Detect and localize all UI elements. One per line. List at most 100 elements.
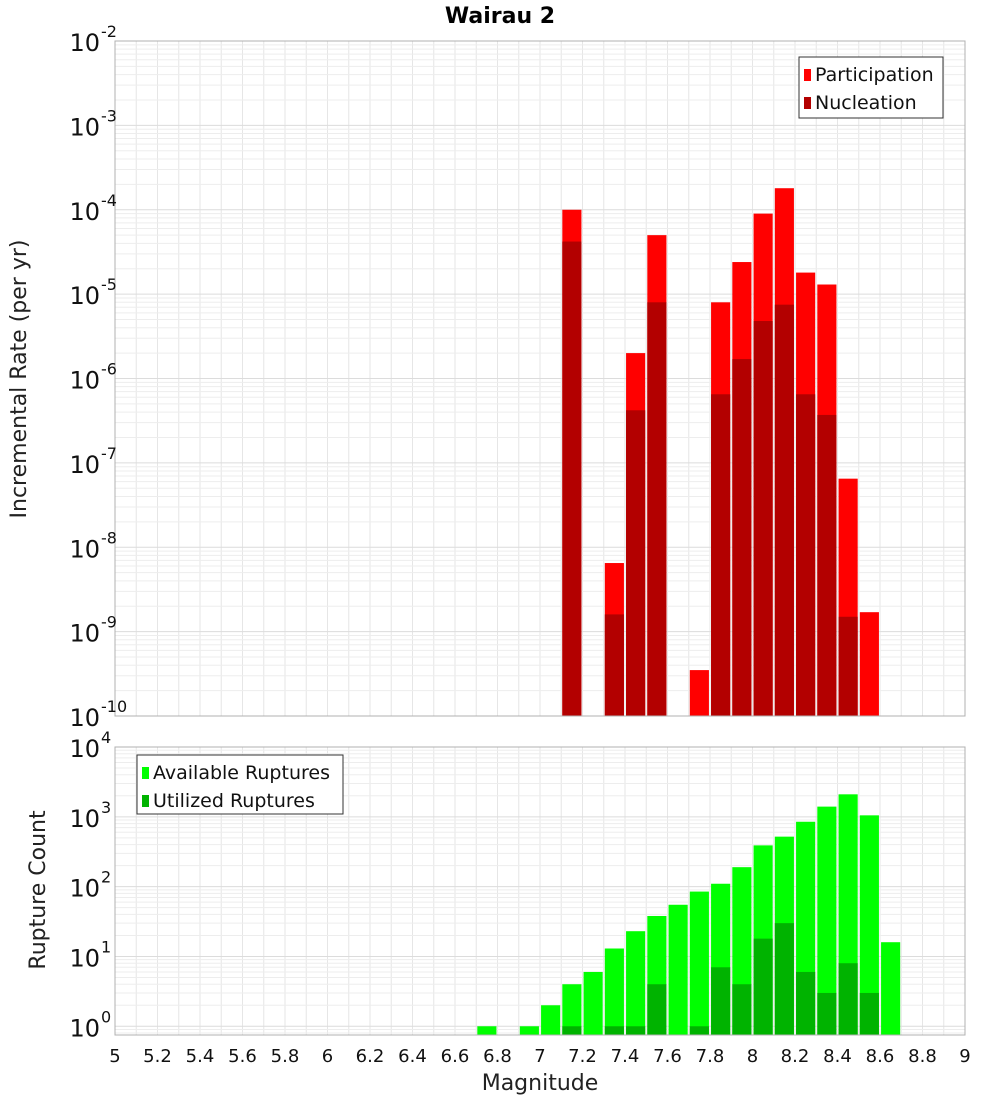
bar-utilized-ruptures <box>689 1026 709 1035</box>
bar-nucleation <box>604 614 624 716</box>
bar-nucleation <box>732 359 752 716</box>
y-tick-exponent: 1 <box>101 937 111 956</box>
x-tick-label: 6.2 <box>356 1046 385 1067</box>
y-tick-exponent: -3 <box>101 106 117 125</box>
chart-title: Wairau 2 <box>445 4 555 29</box>
x-tick-label: 5.6 <box>228 1046 257 1067</box>
bar-available-ruptures <box>541 1005 561 1035</box>
bar-available-ruptures <box>626 931 646 1035</box>
x-tick-label: 5.2 <box>143 1046 172 1067</box>
bar-utilized-ruptures <box>774 923 794 1035</box>
x-axis-label: Magnitude <box>482 1071 599 1096</box>
bar-available-ruptures <box>689 891 709 1035</box>
bar-utilized-ruptures <box>753 938 773 1035</box>
bar-utilized-ruptures <box>838 963 858 1035</box>
y-tick-exponent: -9 <box>101 613 117 632</box>
bar-utilized-ruptures <box>562 1026 582 1035</box>
y-tick-label: 10 <box>69 875 100 903</box>
y-tick-label: 10 <box>69 535 100 563</box>
bottom-y-axis-label: Rupture Count <box>26 810 51 970</box>
x-tick-label: 8.2 <box>781 1046 810 1067</box>
y-tick-label: 10 <box>69 735 100 763</box>
y-tick-exponent: 0 <box>101 1007 111 1026</box>
y-tick-label: 10 <box>69 944 100 972</box>
y-tick-exponent: 3 <box>101 798 111 817</box>
bar-utilized-ruptures <box>647 984 667 1035</box>
legend-swatch <box>804 97 811 109</box>
bar-utilized-ruptures <box>626 1026 646 1035</box>
x-tick-label: 6.8 <box>483 1046 512 1067</box>
x-tick-label: 7.4 <box>611 1046 640 1067</box>
x-tick-label: 6.6 <box>441 1046 470 1067</box>
y-tick-label: 10 <box>69 282 100 310</box>
legend-label: Participation <box>815 64 934 86</box>
x-tick-label: 8 <box>747 1046 758 1067</box>
bar-utilized-ruptures <box>859 992 879 1035</box>
bar-utilized-ruptures <box>604 1026 624 1035</box>
x-tick-label: 8.6 <box>866 1046 895 1067</box>
bar-utilized-ruptures <box>796 971 816 1035</box>
bar-available-ruptures <box>583 971 603 1035</box>
top-y-axis-label: Incremental Rate (per yr) <box>7 240 32 519</box>
bar-available-ruptures <box>859 815 879 1035</box>
y-tick-exponent: -2 <box>101 22 117 41</box>
bar-available-ruptures <box>477 1026 497 1035</box>
plot-frame <box>114 40 966 717</box>
y-tick-exponent: -10 <box>101 697 127 716</box>
legend-box <box>136 754 344 815</box>
y-tick-exponent: -7 <box>101 444 117 463</box>
bar-nucleation <box>817 414 837 716</box>
y-tick-label: 10 <box>69 198 100 226</box>
bar-nucleation <box>838 616 858 716</box>
y-tick-exponent: -8 <box>101 528 117 547</box>
y-tick-label: 10 <box>69 367 100 395</box>
bottom-plot-area: 10 010 110 210 310 45 5.2 5.4 5.6 5.8 6 6.2 6.4 6.6 6.… <box>69 728 970 1067</box>
legend-box <box>798 56 944 119</box>
y-tick-exponent: 2 <box>101 868 111 887</box>
bar-utilized-ruptures <box>732 984 752 1035</box>
y-tick-exponent: -6 <box>101 360 117 379</box>
legend-label: Nucleation <box>815 92 917 114</box>
bar-nucleation <box>626 410 646 716</box>
bar-available-ruptures <box>604 948 624 1035</box>
y-tick-label: 10 <box>69 29 100 57</box>
x-tick-label: 5.4 <box>186 1046 215 1067</box>
y-tick-label: 10 <box>69 1014 100 1042</box>
legend-label: Available Ruptures <box>153 762 330 784</box>
legend-swatch <box>142 795 149 807</box>
y-tick-exponent: 4 <box>101 728 111 747</box>
bar-nucleation <box>774 304 794 716</box>
legend-swatch <box>804 69 811 81</box>
x-tick-label: 7.8 <box>696 1046 725 1067</box>
legend-swatch <box>142 767 149 779</box>
x-tick-label: 8.8 <box>908 1046 937 1067</box>
plot-frame <box>114 746 966 1036</box>
y-tick-label: 10 <box>69 805 100 833</box>
x-tick-label: 5 <box>109 1046 120 1067</box>
bar-available-ruptures <box>562 984 582 1035</box>
legend: Available Ruptures Utilized Ruptures <box>136 754 344 815</box>
y-tick-label: 10 <box>69 113 100 141</box>
legend-label: Utilized Ruptures <box>153 790 315 812</box>
y-tick-exponent: -4 <box>101 191 117 210</box>
x-tick-label: 8.4 <box>823 1046 852 1067</box>
bar-nucleation <box>753 321 773 716</box>
x-tick-label: 7.2 <box>568 1046 597 1067</box>
x-tick-label: 6.4 <box>398 1046 427 1067</box>
bar-utilized-ruptures <box>711 967 731 1035</box>
x-tick-label: 7 <box>534 1046 545 1067</box>
x-tick-label: 6 <box>322 1046 333 1067</box>
bar-participation <box>689 670 709 716</box>
bar-available-ruptures <box>519 1026 539 1035</box>
legend: Participation Nucleation <box>798 56 944 119</box>
bar-participation <box>859 612 879 716</box>
y-tick-label: 10 <box>69 620 100 648</box>
bar-nucleation <box>796 394 816 716</box>
bar-available-ruptures <box>668 904 688 1035</box>
y-tick-exponent: -5 <box>101 275 117 294</box>
bar-nucleation <box>562 241 582 717</box>
y-tick-label: 10 <box>69 704 100 732</box>
